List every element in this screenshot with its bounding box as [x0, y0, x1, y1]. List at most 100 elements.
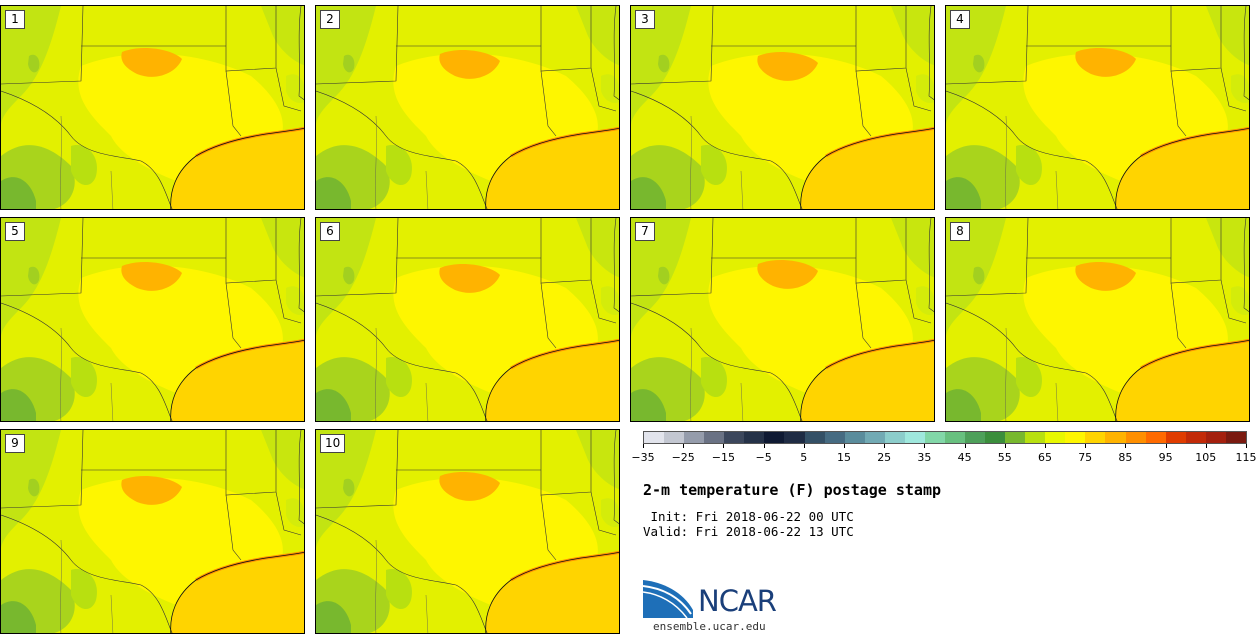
colorbar-tick-label: −25: [671, 451, 695, 464]
colorbar-tick-label: −5: [755, 451, 772, 464]
member-map-10: 10: [315, 429, 620, 634]
member-map-1: 1: [0, 5, 305, 210]
colorbar-tick-label: −35: [631, 451, 655, 464]
colorbar-ticks: −35 −25 −15 −5 5 15 25 35 45 55 65 75 85 95 105 115: [631, 444, 1257, 468]
colorbar-tick: [924, 444, 926, 448]
colorbar-tick: [1165, 444, 1167, 448]
colorbar-bin: [644, 432, 665, 443]
colorbar-bin: [824, 432, 845, 443]
website-url[interactable]: ensemble.ucar.edu: [653, 620, 766, 633]
map-field: [631, 218, 934, 421]
colorbar-bin: [1045, 432, 1066, 443]
colorbar-tick-label: 25: [877, 451, 892, 464]
map-field: [946, 218, 1249, 421]
member-label: 7: [635, 222, 655, 241]
colorbar-bin: [904, 432, 925, 443]
colorbar-tick: [844, 444, 845, 448]
colorbar-tick-label: 105: [1195, 451, 1217, 464]
colorbar-tick-label: 35: [917, 451, 932, 464]
member-map-2: 2: [315, 5, 620, 210]
colorbar-tick: [1085, 444, 1087, 448]
map-field: [1, 430, 304, 633]
colorbar-bin: [1065, 432, 1086, 443]
colorbar-tick-label: 85: [1118, 451, 1133, 464]
colorbar-tick-label: 75: [1078, 451, 1093, 464]
map-field: [316, 6, 619, 209]
colorbar-tick: [884, 444, 886, 448]
colorbar-bin: [944, 432, 965, 443]
colorbar-tick-label: 15: [837, 451, 851, 464]
member-map-7: 7: [630, 217, 935, 422]
map-field: [1, 6, 304, 209]
colorbar-bin: [965, 432, 986, 443]
colorbar-bin: [1205, 432, 1226, 443]
map-field: [1, 218, 304, 421]
temperature-colorbar: [643, 431, 1247, 444]
colorbar-bin: [804, 432, 825, 443]
member-label: 5: [5, 222, 25, 241]
colorbar-tick: [643, 444, 644, 448]
member-label: 6: [320, 222, 340, 241]
colorbar-bin: [1025, 432, 1046, 443]
colorbar-bin: [1005, 432, 1026, 443]
colorbar-tick-label: 65: [1038, 451, 1052, 464]
chart-title: 2-m temperature (F) postage stamp: [643, 481, 942, 499]
member-map-5: 5: [0, 217, 305, 422]
colorbar-tick-label: 45: [957, 451, 972, 464]
colorbar-bin: [664, 432, 685, 443]
logo-text: NCAR: [698, 584, 777, 618]
colorbar-tick-label: 5: [800, 451, 808, 464]
colorbar-bin: [1125, 432, 1146, 443]
colorbar-tick: [964, 444, 966, 448]
colorbar-tick-label: 95: [1158, 451, 1173, 464]
colorbar-bin: [1145, 432, 1166, 443]
colorbar-tick: [1045, 444, 1046, 448]
colorbar-bin: [924, 432, 945, 443]
member-label: 3: [635, 10, 655, 29]
colorbar-bin: [1105, 432, 1126, 443]
colorbar-tick-label: 115: [1235, 451, 1257, 464]
member-label: 9: [5, 434, 25, 453]
colorbar-tick: [723, 444, 725, 448]
member-map-3: 3: [630, 5, 935, 210]
member-label: 8: [950, 222, 970, 241]
colorbar-bin: [1085, 432, 1106, 443]
colorbar-bin: [1185, 432, 1206, 443]
colorbar-bin: [985, 432, 1006, 443]
map-field: [316, 218, 619, 421]
colorbar-bin: [1225, 432, 1246, 443]
colorbar-bin: [764, 432, 785, 443]
ncar-swoosh-icon: [642, 580, 693, 619]
ncar-logo: NCAR: [642, 580, 793, 620]
map-field: [946, 6, 1249, 209]
member-label: 2: [320, 10, 340, 29]
member-label: 4: [950, 10, 970, 29]
colorbar-tick: [1125, 444, 1127, 448]
init-time: Init: Fri 2018-06-22 00 UTC: [643, 509, 854, 524]
colorbar-tick: [763, 444, 765, 448]
colorbar-bin: [784, 432, 805, 443]
colorbar-bin: [864, 432, 885, 443]
colorbar-tick-label: 55: [997, 451, 1012, 464]
colorbar-tick-label: −15: [711, 451, 735, 464]
colorbar-tick: [803, 444, 805, 448]
colorbar-bin: [684, 432, 705, 443]
map-field: [631, 6, 934, 209]
colorbar-bin: [1165, 432, 1186, 443]
colorbar-tick: [683, 444, 685, 448]
colorbar-tick: [1205, 444, 1207, 448]
member-label: 10: [320, 434, 346, 453]
colorbar-bin: [724, 432, 745, 443]
member-map-6: 6: [315, 217, 620, 422]
colorbar-bin: [744, 432, 765, 443]
colorbar-tick: [1246, 444, 1247, 448]
valid-time: Valid: Fri 2018-06-22 13 UTC: [643, 524, 854, 539]
member-map-8: 8: [945, 217, 1250, 422]
colorbar-bin: [704, 432, 725, 443]
member-label: 1: [5, 10, 25, 29]
map-field: [316, 430, 619, 633]
colorbar-bin: [844, 432, 865, 443]
colorbar-tick: [1004, 444, 1006, 448]
member-map-9: 9: [0, 429, 305, 634]
member-map-4: 4: [945, 5, 1250, 210]
